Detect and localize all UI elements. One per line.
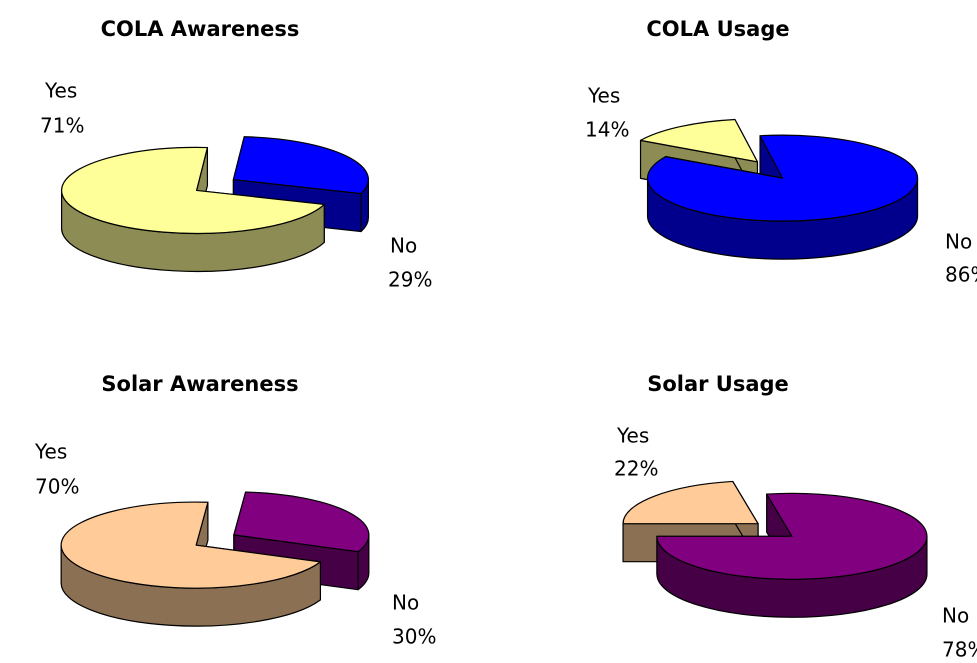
slice-top bbox=[639, 118, 759, 163]
slice-top bbox=[232, 136, 369, 195]
slice-value-label: 14% bbox=[585, 118, 629, 142]
slice-category-label: No bbox=[392, 591, 419, 615]
slice-top bbox=[646, 134, 919, 222]
slice-top bbox=[60, 501, 322, 589]
slice bbox=[60, 146, 325, 273]
slice-top bbox=[622, 480, 759, 525]
slice bbox=[656, 492, 928, 618]
slice-top bbox=[233, 491, 370, 553]
slice-value-label: 71% bbox=[40, 114, 84, 138]
chart-title: Solar Usage bbox=[647, 372, 789, 396]
chart-title: COLA Awareness bbox=[101, 17, 300, 41]
slice-top bbox=[61, 146, 325, 234]
chart-title: COLA Usage bbox=[646, 17, 789, 41]
slice-category-label: Yes bbox=[44, 79, 77, 103]
slice-value-label: 30% bbox=[392, 625, 436, 649]
slice-category-label: No bbox=[945, 230, 972, 254]
slice-top bbox=[656, 492, 928, 580]
slice-category-label: No bbox=[390, 234, 417, 258]
slice bbox=[646, 134, 919, 260]
slice-category-label: Yes bbox=[616, 424, 649, 448]
slice-category-label: Yes bbox=[587, 84, 620, 108]
chart-title: Solar Awareness bbox=[101, 372, 298, 396]
slice bbox=[60, 501, 322, 627]
slice-category-label: Yes bbox=[34, 440, 67, 464]
slice-value-label: 29% bbox=[388, 268, 432, 292]
slice-value-label: 70% bbox=[35, 475, 79, 499]
slice-value-label: 86% bbox=[945, 263, 977, 287]
slice-category-label: No bbox=[942, 604, 969, 628]
slice-value-label: 22% bbox=[614, 457, 658, 481]
slice-value-label: 78% bbox=[942, 638, 977, 662]
